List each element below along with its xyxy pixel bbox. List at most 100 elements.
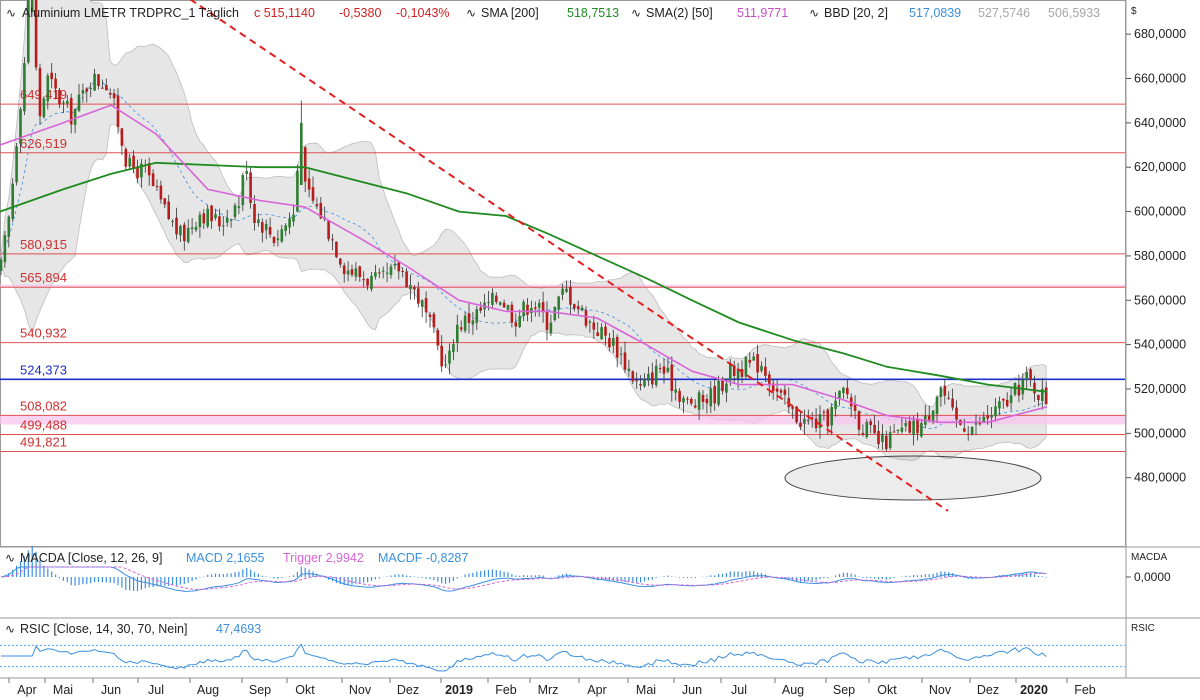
x-tick-label-18: Okt	[877, 683, 897, 697]
candle-body-111	[432, 313, 436, 328]
candle-body-258	[1005, 399, 1009, 407]
candle-body-197	[768, 374, 771, 386]
candle-body-147	[573, 304, 576, 309]
candle-body-69	[268, 227, 272, 235]
x-tick-label-4: Aug	[197, 683, 219, 697]
candle-body-35	[136, 166, 139, 179]
candle-body-241	[939, 387, 943, 398]
bbd-upper-value: 527,5746	[978, 6, 1030, 20]
candle-body-66	[257, 219, 260, 224]
bollinger-bands	[0, 0, 1047, 462]
candle-body-196	[764, 366, 767, 376]
candle-body-231	[900, 427, 904, 432]
candle-body-41	[159, 185, 163, 200]
macd-wave-icon: ∿	[5, 551, 15, 565]
candle-body-146	[569, 286, 572, 305]
y-tick-label-7: 620,0000	[1134, 160, 1186, 174]
candle-body-10	[38, 67, 42, 117]
moving-averages	[0, 104, 1048, 424]
x-tick-label-20: Dez	[977, 683, 999, 697]
candle-body-80	[311, 187, 315, 201]
candle-body-16	[62, 102, 65, 104]
candle-body-160	[623, 352, 627, 370]
candle-body-113	[440, 345, 443, 367]
x-tick-label-9: 2019	[445, 683, 473, 697]
candle-body-164	[639, 384, 642, 386]
candle-body-153	[596, 332, 599, 336]
candle-body-57	[222, 225, 225, 227]
candle-body-255	[994, 406, 997, 417]
candle-body-211	[822, 411, 826, 413]
level-label-3: 580,915	[20, 237, 67, 252]
candle-body-76	[296, 170, 299, 212]
candle-body-129	[502, 302, 506, 308]
candle-body-118	[459, 327, 463, 330]
rsi-axis-title: RSIC	[1131, 623, 1155, 634]
sma200-value: 518,7513	[567, 6, 619, 20]
candle-body-131	[510, 304, 514, 323]
candle-body-67	[261, 222, 264, 233]
candle-body-5	[19, 109, 22, 144]
candle-body-70	[272, 236, 276, 243]
x-tick-label-17: Sep	[833, 683, 855, 697]
candle-body-134	[522, 301, 525, 317]
candle-body-179	[697, 392, 701, 410]
candle-body-217	[846, 387, 849, 395]
candle-body-151	[588, 321, 592, 323]
candle-body-93	[362, 279, 365, 281]
x-tick-label-1: Mai	[53, 683, 73, 697]
candle-body-82	[319, 203, 323, 219]
candle-body-103	[401, 271, 404, 272]
candle-body-171	[666, 367, 670, 372]
candle-body-18	[69, 98, 73, 125]
candle-body-104	[405, 271, 408, 288]
candle-body-215	[838, 390, 841, 398]
candle-body-6	[23, 63, 26, 112]
candle-body-204	[795, 406, 798, 423]
rounded-bottom-ellipse	[784, 455, 1042, 501]
candle-body-212	[826, 409, 830, 427]
candle-body-1	[3, 235, 7, 263]
candle-body-84	[327, 220, 330, 240]
candle-body-152	[592, 322, 596, 330]
level-label-2: 626,519	[20, 136, 67, 151]
candle-body-59	[229, 219, 233, 221]
candle-body-127	[495, 295, 498, 303]
x-tick-label-6: Okt	[295, 683, 315, 697]
candle-body-135	[526, 304, 529, 315]
candle-body-248	[966, 433, 970, 435]
candle-body-182	[709, 388, 713, 407]
sma50-label: SMA(2) [50]	[646, 6, 713, 20]
close-value: c 515,1140	[254, 6, 315, 20]
rsi-wave-icon: ∿	[5, 622, 15, 636]
candle-body-198	[771, 383, 775, 392]
trendline-layer	[189, 0, 949, 512]
candle-body-33	[128, 158, 131, 167]
candle-body-92	[358, 266, 362, 277]
candle-body-28	[108, 93, 112, 95]
candle-body-162	[631, 371, 635, 382]
candle-body-88	[342, 265, 346, 275]
candle-body-126	[491, 292, 494, 305]
bollinger-band-fill	[0, 0, 1047, 462]
candle-body-24	[93, 73, 96, 91]
bbd-icon: ∿	[809, 6, 819, 20]
candle-body-17	[66, 101, 69, 104]
candle-body-139	[541, 302, 545, 313]
candle-body-173	[674, 389, 677, 393]
candle-body-239	[931, 410, 935, 423]
candle-body-158	[615, 336, 619, 358]
candle-body-257	[1002, 398, 1005, 401]
candle-body-125	[487, 302, 490, 303]
bbd-lower-value: 506,5933	[1048, 6, 1100, 20]
candle-body-181	[705, 399, 709, 404]
candle-body-177	[690, 399, 693, 404]
candle-body-79	[307, 178, 311, 190]
candle-body-95	[370, 275, 373, 290]
rsi-line	[1, 643, 1047, 672]
candle-body-245	[955, 407, 958, 420]
x-tick-label-19: Nov	[929, 683, 952, 697]
x-tick-label-2: Jun	[101, 683, 121, 697]
candle-body-91	[354, 268, 358, 277]
